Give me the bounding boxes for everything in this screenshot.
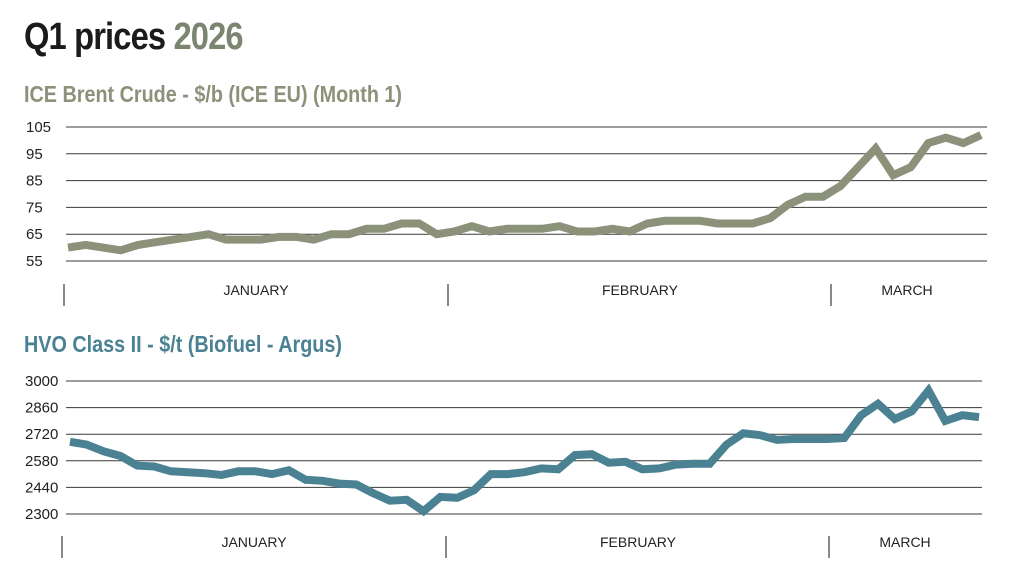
hvo-chart: 3000 2860 2720 2580 2440 2300 JANUARY FEBRUARY M…: [25, 373, 982, 558]
hvo-y-tick-label: 3000: [25, 373, 58, 390]
brent-month-label: JANUARY: [223, 282, 289, 298]
page-title: Q1 prices 2026: [24, 14, 244, 60]
brent-y-tick-label: 75: [26, 199, 43, 216]
page-title-year: 2026: [173, 16, 243, 58]
brent-chart-title: ICE Brent Crude - $/b (ICE EU) (Month 1): [24, 81, 403, 107]
hvo-series-line: [69, 383, 980, 517]
hvo-y-tick-label: 2720: [25, 426, 58, 443]
brent-chart: 105 95 85 75 65 55 JANUARY FEBRUARY MARCH: [26, 119, 987, 306]
brent-month-label: FEBRUARY: [602, 282, 679, 298]
brent-series-line: [67, 131, 983, 255]
brent-y-tick-label: 95: [26, 146, 43, 163]
brent-y-tick-label: 65: [26, 226, 43, 243]
hvo-y-tick-label: 2300: [25, 506, 58, 523]
hvo-y-tick-label: 2580: [25, 453, 58, 470]
hvo-month-label: JANUARY: [221, 534, 287, 550]
hvo-y-tick-label: 2860: [25, 400, 58, 417]
hvo-chart-title: HVO Class II - $/t (Biofuel - Argus): [24, 331, 342, 357]
brent-month-label: MARCH: [881, 282, 932, 298]
hvo-y-tick-label: 2440: [25, 479, 58, 496]
hvo-month-label: MARCH: [879, 534, 930, 550]
brent-y-tick-label: 105: [26, 119, 51, 136]
page-title-text: Q1 prices: [24, 16, 166, 58]
hvo-month-label: FEBRUARY: [600, 534, 677, 550]
brent-y-tick-label: 85: [26, 173, 43, 190]
brent-y-tick-label: 55: [26, 253, 43, 270]
